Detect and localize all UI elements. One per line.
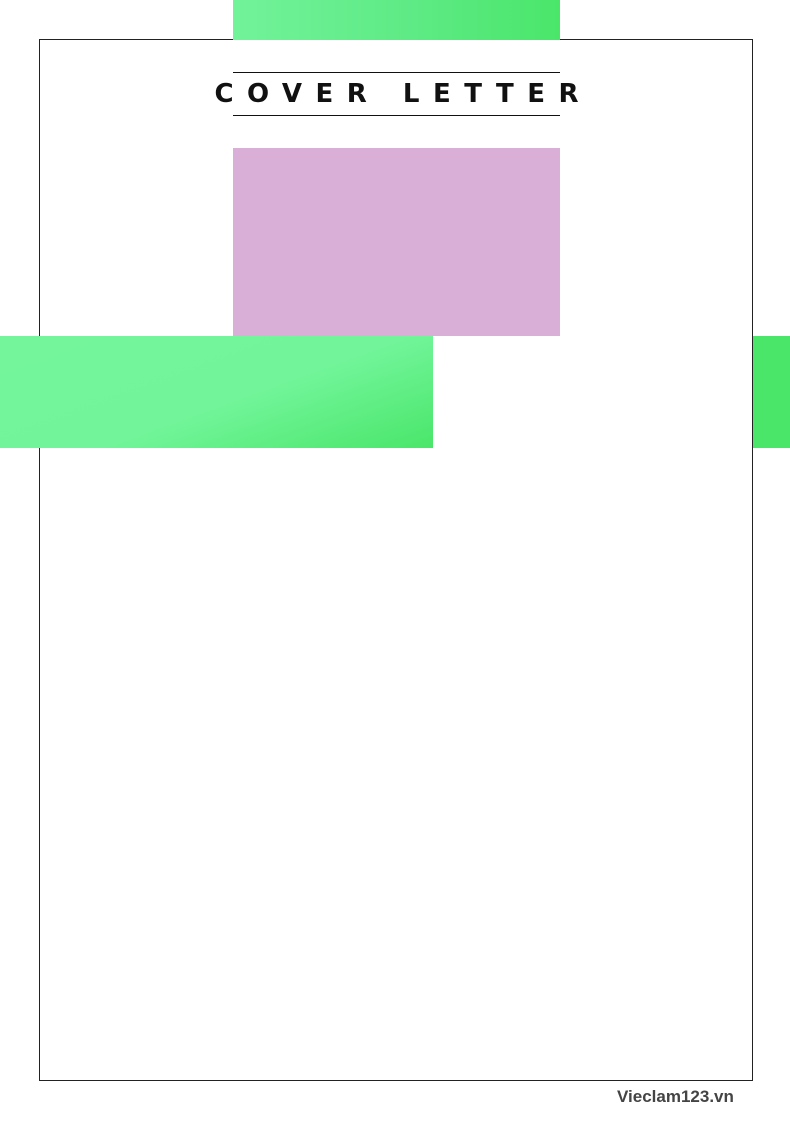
photo-placeholder xyxy=(233,148,560,336)
top-accent-band xyxy=(233,0,560,40)
footer-brand: Vieclam123.vn xyxy=(617,1087,734,1106)
left-accent-band xyxy=(0,336,433,448)
title-block: COVER LETTER xyxy=(214,72,579,116)
page-title: COVER LETTER xyxy=(214,79,593,109)
right-accent-tab xyxy=(753,336,790,448)
